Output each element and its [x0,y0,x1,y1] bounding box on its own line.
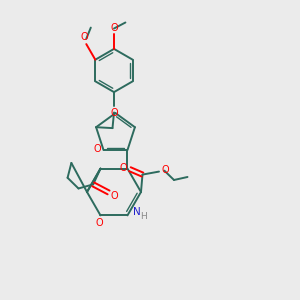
Text: O: O [111,190,118,200]
Text: O: O [81,32,88,43]
Text: O: O [93,143,101,154]
Text: N: N [133,207,140,218]
Text: H: H [141,212,147,221]
Text: O: O [162,165,170,175]
Text: O: O [110,108,118,118]
Text: O: O [110,23,118,33]
Text: O: O [119,163,127,173]
Text: O: O [95,218,103,228]
